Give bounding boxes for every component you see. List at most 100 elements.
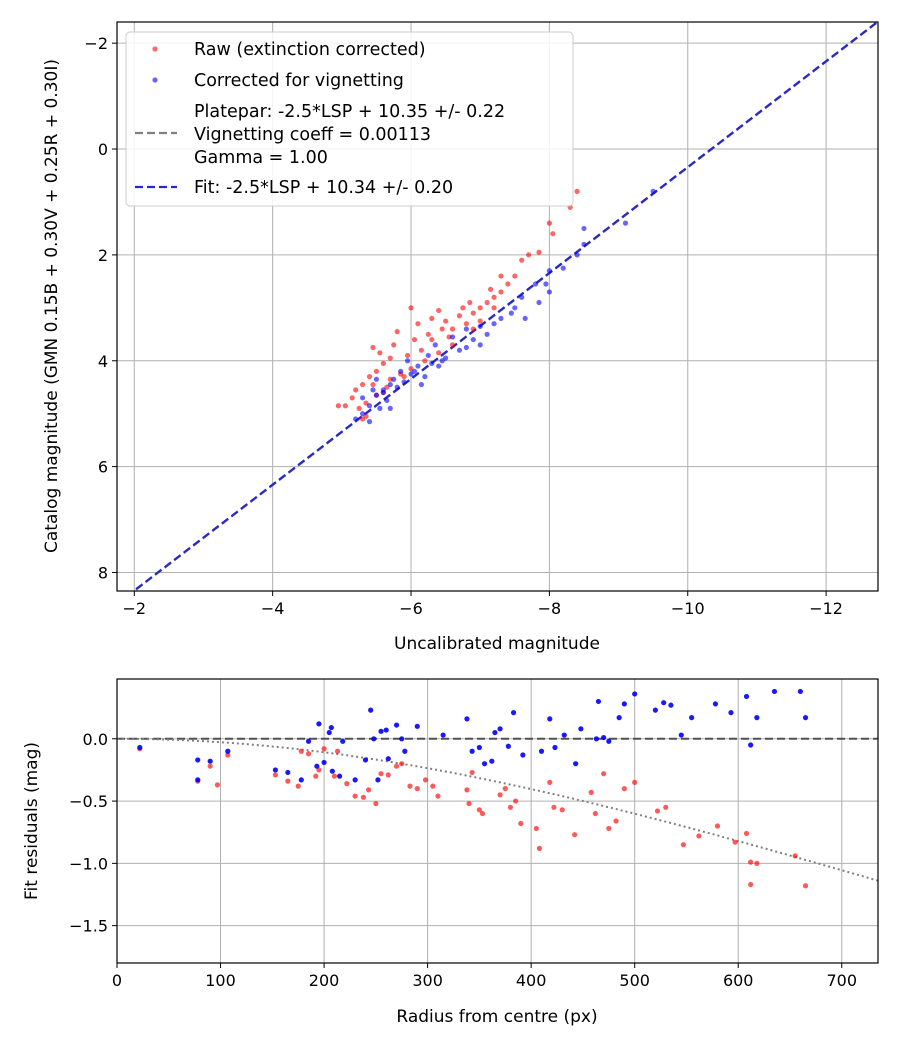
- raw-point-59: [401, 374, 407, 380]
- top-xtick-label-2: −6: [399, 599, 423, 618]
- corrected-point-54: [387, 405, 393, 411]
- residual-corrected-point-30: [464, 716, 470, 722]
- residual-raw-point-41: [547, 779, 553, 785]
- corrected-point-10: [512, 305, 518, 311]
- bottom-y-ticks: 0.0 −0.5 −1.0 −1.5: [69, 730, 117, 936]
- residual-raw-point-2: [207, 763, 213, 769]
- residual-corrected-point-38: [510, 710, 517, 716]
- raw-point-58: [422, 358, 428, 364]
- residual-raw-point-33: [479, 810, 486, 817]
- residual-corrected-point-51: [621, 701, 627, 707]
- raw-point-32: [366, 374, 373, 380]
- residual-corrected-point-39: [520, 752, 526, 758]
- bot-xtick-label-4: 400: [516, 971, 547, 990]
- residual-corrected-point-17: [352, 777, 358, 783]
- raw-point-22: [411, 336, 418, 343]
- raw-point-56: [449, 342, 456, 348]
- fit-line: [131, 22, 878, 591]
- residual-corrected-point-6: [285, 769, 291, 776]
- residual-corrected-point-46: [593, 736, 599, 742]
- raw-point-20: [425, 331, 431, 337]
- residual-raw-point-29: [464, 787, 470, 793]
- residual-raw-point-28: [435, 793, 441, 799]
- residual-corrected-point-63: [771, 688, 778, 695]
- bot-ytick-label-1: −0.5: [69, 792, 108, 811]
- raw-point-45: [418, 347, 424, 353]
- raw-point-4: [536, 249, 542, 255]
- corrected-point-49: [418, 381, 424, 388]
- residual-corrected-point-54: [661, 700, 667, 706]
- raw-point-47: [439, 326, 445, 332]
- residual-corrected-point-33: [481, 761, 488, 767]
- residual-raw-point-55: [696, 833, 702, 839]
- residual-corrected-point-28: [414, 723, 420, 729]
- residual-corrected-point-36: [497, 726, 503, 732]
- residual-raw-point-7: [295, 783, 301, 789]
- residual-raw-point-9: [305, 751, 312, 757]
- corrected-point-14: [470, 336, 476, 343]
- residual-raw-point-56: [714, 823, 721, 829]
- residual-corrected-point-56: [678, 732, 684, 738]
- residual-corrected-point-22: [378, 728, 384, 734]
- residual-corrected-point-7: [298, 777, 304, 783]
- residual-raw-point-54: [680, 842, 686, 848]
- bottom-x-axis-label: Radius from centre (px): [396, 1007, 597, 1027]
- residual-raw-point-63: [802, 883, 809, 889]
- corrected-point-2: [581, 241, 587, 247]
- raw-point-15: [460, 305, 466, 311]
- corrected-point-25: [387, 381, 393, 388]
- residual-corrected-point-53: [652, 707, 658, 713]
- residual-raw-point-15: [344, 781, 350, 787]
- residual-corrected-point-59: [728, 710, 734, 716]
- raw-point-25: [394, 329, 400, 335]
- top-ytick-label-4: 6: [98, 458, 108, 477]
- residual-raw-point-40: [536, 845, 543, 852]
- bot-xtick-label-1: 100: [205, 971, 236, 990]
- corrected-point-9: [519, 294, 525, 300]
- raw-point-40: [359, 416, 366, 422]
- corrected-point-34: [391, 376, 397, 382]
- raw-point-30: [370, 344, 376, 351]
- residual-corrected-point-35: [492, 729, 498, 736]
- corrected-point-19: [429, 360, 435, 366]
- corrected-point-36: [411, 368, 418, 374]
- residual-corrected-point-44: [573, 761, 579, 767]
- raw-point-50: [467, 299, 473, 306]
- corrected-point-4: [581, 225, 587, 232]
- residual-raw-point-52: [654, 808, 661, 814]
- bot-xtick-label-3: 300: [412, 971, 443, 990]
- raw-point-6: [512, 273, 518, 279]
- corrected-point-3: [574, 252, 580, 258]
- corrected-point-39: [449, 334, 456, 340]
- residual-corrected-point-65: [802, 715, 809, 721]
- bot-ytick-label-2: −1.0: [69, 854, 108, 873]
- residual-raw-point-60: [754, 860, 760, 866]
- top-legend: Raw (extinction corrected) Corrected for…: [125, 31, 574, 207]
- corrected-point-6: [546, 268, 552, 274]
- legend-corrected-marker: [152, 77, 158, 83]
- residual-raw-point-59: [748, 859, 754, 865]
- residual-corrected-point-52: [632, 691, 638, 697]
- residual-raw-point-45: [588, 789, 594, 795]
- residual-corrected-point-15: [337, 773, 343, 779]
- residual-raw-point-61: [748, 881, 754, 888]
- bottom-corrected-points: [137, 688, 809, 783]
- residual-raw-point-20: [378, 771, 384, 777]
- residual-raw-point-10: [313, 773, 319, 779]
- bot-ytick-label-0: 0.0: [83, 730, 108, 749]
- raw-point-34: [353, 387, 359, 393]
- residual-corrected-point-48: [601, 734, 607, 741]
- corrected-point-15: [463, 344, 469, 351]
- legend-raw-marker: [152, 46, 158, 52]
- residual-corrected-point-5: [272, 767, 279, 773]
- residual-raw-point-16: [352, 793, 358, 799]
- residual-raw-point-42: [551, 804, 557, 810]
- residual-raw-point-39: [533, 825, 539, 832]
- residual-raw-point-3: [214, 782, 221, 788]
- raw-point-0: [574, 188, 580, 194]
- residual-corrected-point-13: [328, 724, 334, 731]
- corrected-point-33: [384, 397, 390, 404]
- residual-corrected-point-23: [383, 727, 389, 733]
- corrected-point-32: [377, 405, 383, 411]
- bot-xtick-label-5: 500: [619, 971, 650, 990]
